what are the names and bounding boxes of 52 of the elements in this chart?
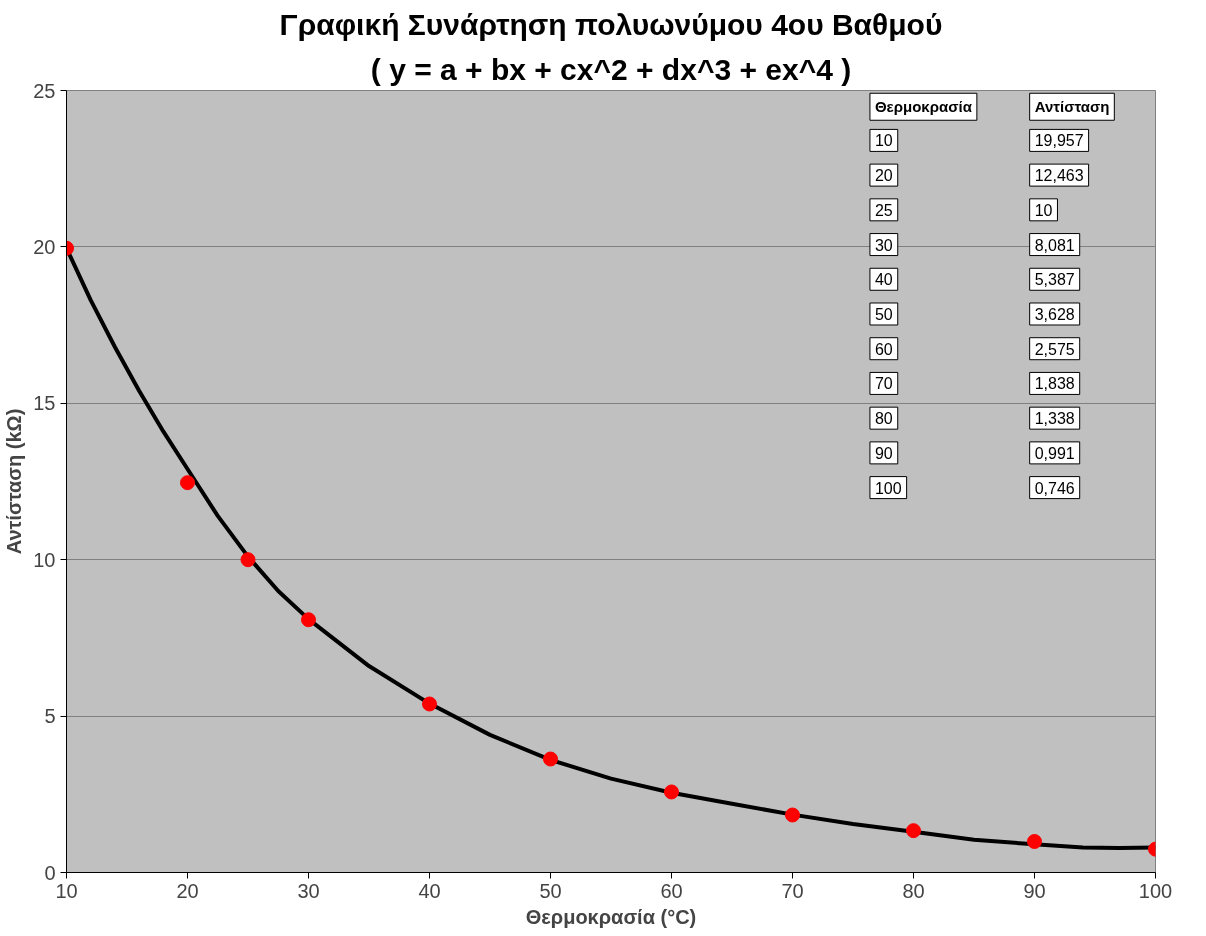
x-tick-label: 30 [297, 879, 320, 902]
annotation: 80 [874, 410, 893, 428]
x-tick-label: 40 [418, 879, 441, 902]
annotation: 3,628 [1034, 306, 1075, 323]
annotation: 40 [874, 271, 893, 289]
y-tick-label: 20 [33, 235, 56, 258]
x-tick-label: 90 [1023, 879, 1046, 902]
annotation: 25 [874, 201, 893, 219]
point [180, 475, 195, 491]
point [906, 823, 921, 839]
x-tick-label: 100 [1138, 879, 1173, 902]
annotation: 1,338 [1034, 410, 1075, 428]
y-tick-label: 15 [33, 392, 56, 415]
annotation: 19,957 [1034, 132, 1084, 150]
point [422, 696, 437, 712]
y-tick-label: 25 [33, 79, 56, 102]
y-tick-label: 10 [33, 548, 56, 571]
point [785, 807, 800, 823]
x-tick-label: 60 [660, 879, 683, 902]
point [240, 552, 256, 568]
x-tick-label: 50 [539, 879, 562, 902]
annotation: 10 [874, 132, 893, 150]
annotation: 1,838 [1034, 375, 1075, 393]
point [543, 751, 558, 767]
annotation: 2,575 [1034, 340, 1075, 358]
annotation: 20 [874, 167, 893, 185]
annotation: 8,081 [1034, 236, 1075, 254]
x-tick-label: 20 [176, 879, 199, 902]
annotation: 30 [874, 236, 893, 254]
annotation: Αντίσταση [1034, 98, 1110, 116]
chart-subtitle: ( y = a + bx + cx^2 + dx^3 + ex^4 ) [370, 52, 852, 86]
x-tick-label: 80 [902, 879, 925, 902]
annotation: 0,746 [1034, 479, 1075, 497]
annotation: 70 [874, 375, 893, 393]
annotation: 50 [874, 306, 893, 323]
annotation: 60 [874, 340, 893, 358]
point [1027, 834, 1042, 849]
annotation: 90 [874, 444, 893, 462]
annotation: 5,387 [1034, 271, 1075, 289]
x-tick-label: 70 [781, 879, 804, 902]
chart-title: Γραφική Συνάρτηση πολυωνύμου 4ου Βαθμού [279, 7, 943, 41]
y-axis-title: Αντίσταση (kΩ) [3, 408, 26, 555]
point [664, 784, 679, 800]
x-axis-title: Θερμοκρασία (°C) [525, 905, 697, 928]
annotation: Θερμοκρασία [874, 98, 973, 116]
annotation: 12,463 [1034, 167, 1084, 185]
annotation: 100 [874, 479, 902, 497]
annotation: 10 [1034, 201, 1053, 219]
y-tick-label: 0 [44, 861, 56, 884]
point [301, 612, 316, 628]
y-tick-label: 5 [44, 705, 56, 728]
annotation: 0,991 [1034, 444, 1075, 462]
